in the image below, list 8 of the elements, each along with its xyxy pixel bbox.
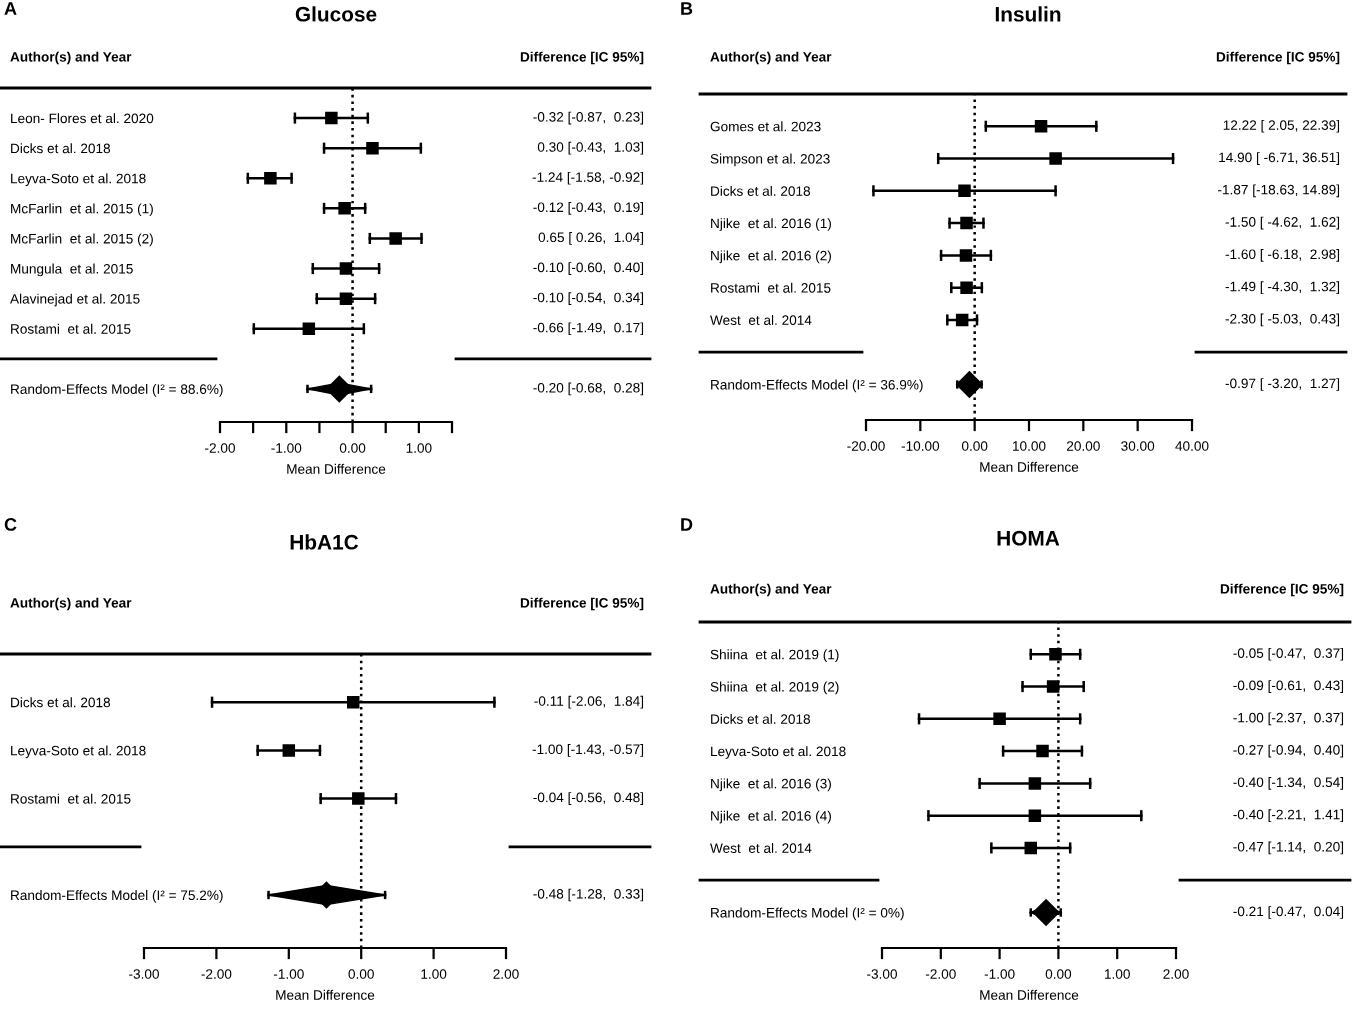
- chart-title: Glucose: [295, 6, 377, 22]
- text: D: [681, 518, 693, 531]
- chart-title: HOMA: [997, 530, 1060, 546]
- chart-title: Insulin: [995, 6, 1061, 22]
- text: A: [4, 2, 17, 15]
- text: B: [681, 2, 693, 15]
- chart-title: HbA1C: [290, 534, 359, 550]
- text: C: [4, 518, 17, 531]
